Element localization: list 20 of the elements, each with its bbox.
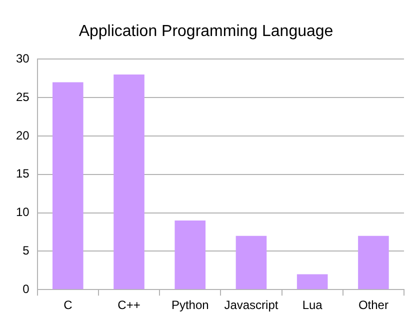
bar <box>236 236 267 290</box>
bar <box>358 236 389 290</box>
x-tick-label: Other <box>358 298 388 312</box>
x-tick-label: C <box>64 298 73 312</box>
bar <box>114 74 144 290</box>
bar <box>296 274 328 290</box>
y-tick-label: 10 <box>16 205 30 220</box>
x-tick-label: Javascript <box>224 298 279 312</box>
y-tick-label: 15 <box>16 166 30 181</box>
y-tick-label: 20 <box>16 128 30 142</box>
y-tick-label: 30 <box>16 52 30 66</box>
x-tick-label: Python <box>171 298 209 312</box>
x-tick-label: Lua <box>302 298 323 312</box>
y-tick-label: 0 <box>22 282 30 296</box>
y-tick-label: 5 <box>22 244 30 258</box>
chart-title: Application Programming Language <box>78 23 334 40</box>
bar <box>174 220 206 290</box>
x-tick-label: C++ <box>118 298 140 312</box>
bar <box>52 82 84 290</box>
y-tick-label: 25 <box>16 90 30 104</box>
